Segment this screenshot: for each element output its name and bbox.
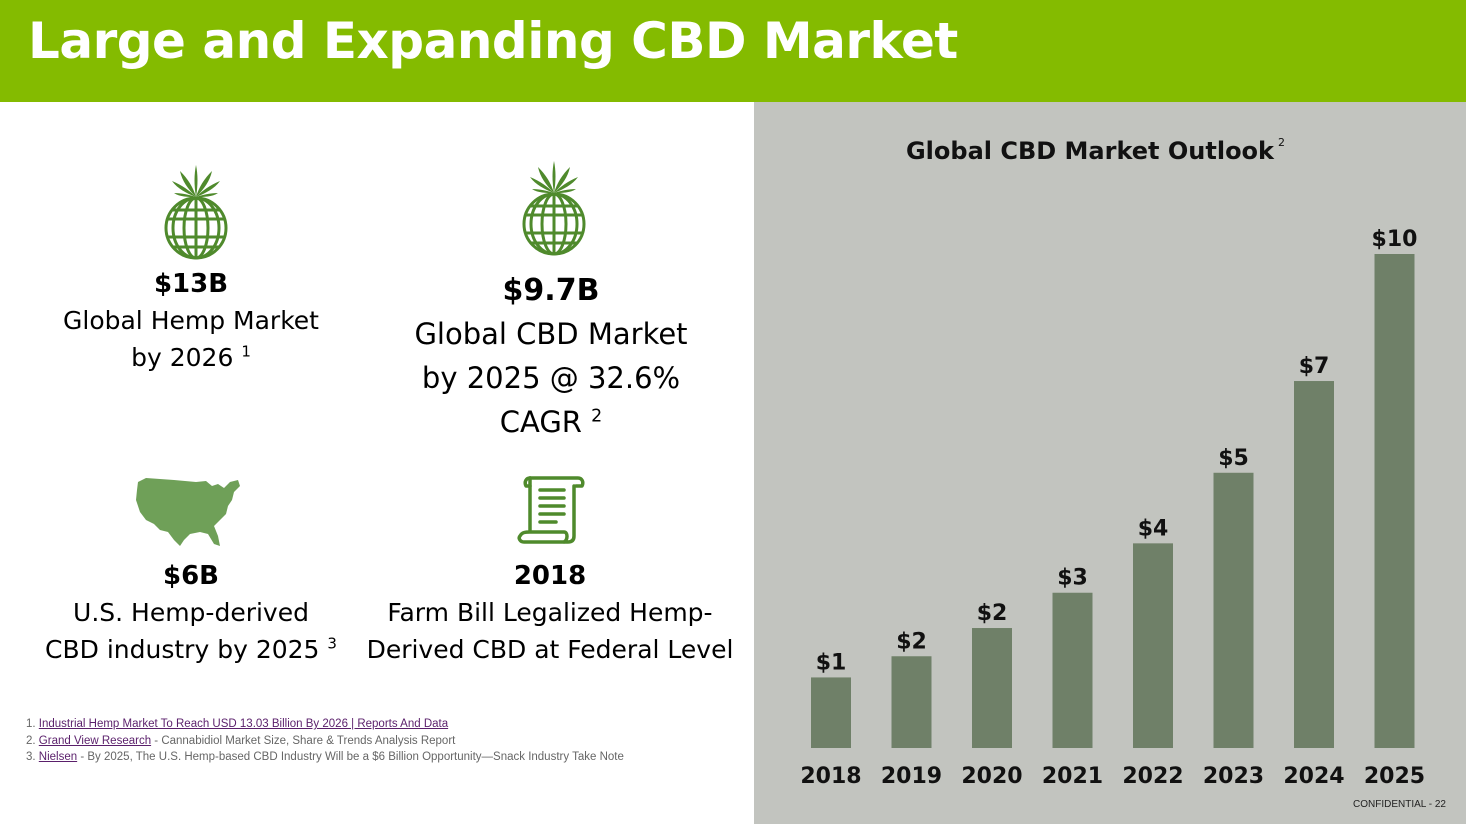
footnote-link[interactable]: Nielsen [38, 751, 78, 763]
x-tick-2024: 2024 [1283, 764, 1344, 789]
usa-map-icon [136, 478, 240, 546]
bar-chart: Global CBD Market Outlook 2 $1 2018 $2 2019… [800, 136, 1425, 789]
stat-text: Farm Bill Legalized Hemp- Derived CBD at… [366, 598, 734, 664]
x-tick-2021: 2021 [1042, 764, 1103, 789]
cannabis-globe-icon [164, 165, 228, 260]
stat-value: 2018 [513, 561, 587, 591]
stat-value: $13B [153, 269, 229, 299]
data-label-2022: $4 [1138, 516, 1169, 541]
page-title: Large and Expanding CBD Market [28, 12, 958, 70]
bar-2025 [1374, 254, 1415, 748]
bar-2023 [1213, 472, 1254, 748]
chart-title: Global CBD Market Outlook [906, 137, 1275, 165]
x-tick-2022: 2022 [1122, 764, 1183, 789]
x-tick-2023: 2023 [1203, 764, 1264, 789]
footnote-ref: 1 [241, 342, 251, 361]
stat-value: $6B [163, 561, 219, 591]
footnote-ref: 3 [327, 634, 337, 653]
stat-cbd-market: $9.7B Global CBD Market by 2025 @ 32.6% … [380, 270, 722, 444]
footnotes: 1. Industrial Hemp Market To Reach USD 1… [26, 716, 624, 766]
chart-panel: Global CBD Market Outlook 2 $1 2018 $2 2019… [754, 102, 1466, 824]
data-label-2021: $3 [1057, 566, 1088, 591]
footnote-link[interactable]: Industrial Hemp Market To Reach USD 13.0… [38, 718, 449, 730]
data-label-2023: $5 [1218, 446, 1249, 471]
footnote-3: 3. Nielsen - By 2025, The U.S. Hemp-base… [26, 751, 624, 763]
chart-title-sup: 2 [1278, 136, 1285, 149]
x-tick-2025: 2025 [1364, 764, 1425, 789]
data-label-2018: $1 [816, 650, 847, 675]
data-label-2020: $2 [977, 601, 1008, 626]
footnote-ref: 2 [591, 406, 603, 427]
stat-value: $9.7B [502, 273, 600, 308]
stat-text: U.S. Hemp-derived CBD industry by 2025 3 [45, 598, 337, 664]
footnote-link[interactable]: Grand View Research [38, 734, 152, 747]
data-label-2024: $7 [1299, 354, 1330, 379]
bar-2019 [891, 656, 932, 748]
data-label-2025: $10 [1372, 227, 1418, 252]
x-tick-2018: 2018 [800, 764, 861, 789]
stat-us-cbd-industry: $6B U.S. Hemp-derived CBD industry by 20… [40, 558, 342, 668]
bar-2024 [1294, 381, 1334, 748]
bar-2020 [972, 628, 1012, 748]
header-bar: Large and Expanding CBD Market [0, 0, 1466, 102]
bar-2021 [1052, 592, 1093, 748]
bar-2018 [811, 677, 851, 748]
bar-2022 [1133, 543, 1173, 748]
footnote-2: 2. Grand View Research - Cannabidiol Mar… [26, 734, 456, 747]
stat-hemp-market: $13B Global Hemp Market by 2026 1 [40, 266, 342, 376]
stat-text: Global CBD Market by 2025 @ 32.6% CAGR 2 [414, 317, 688, 439]
scroll-document-icon [517, 476, 585, 544]
stat-text: Global Hemp Market by 2026 1 [63, 306, 319, 372]
x-tick-2020: 2020 [961, 764, 1022, 789]
x-tick-2019: 2019 [881, 764, 942, 789]
data-label-2019: $2 [896, 629, 927, 654]
confidential-label: CONFIDENTIAL - 22 [1353, 799, 1446, 810]
footnote-1: 1. Industrial Hemp Market To Reach USD 1… [26, 718, 449, 730]
stat-farm-bill: 2018 Farm Bill Legalized Hemp- Derived C… [360, 558, 740, 668]
cannabis-globe-icon [522, 161, 586, 256]
